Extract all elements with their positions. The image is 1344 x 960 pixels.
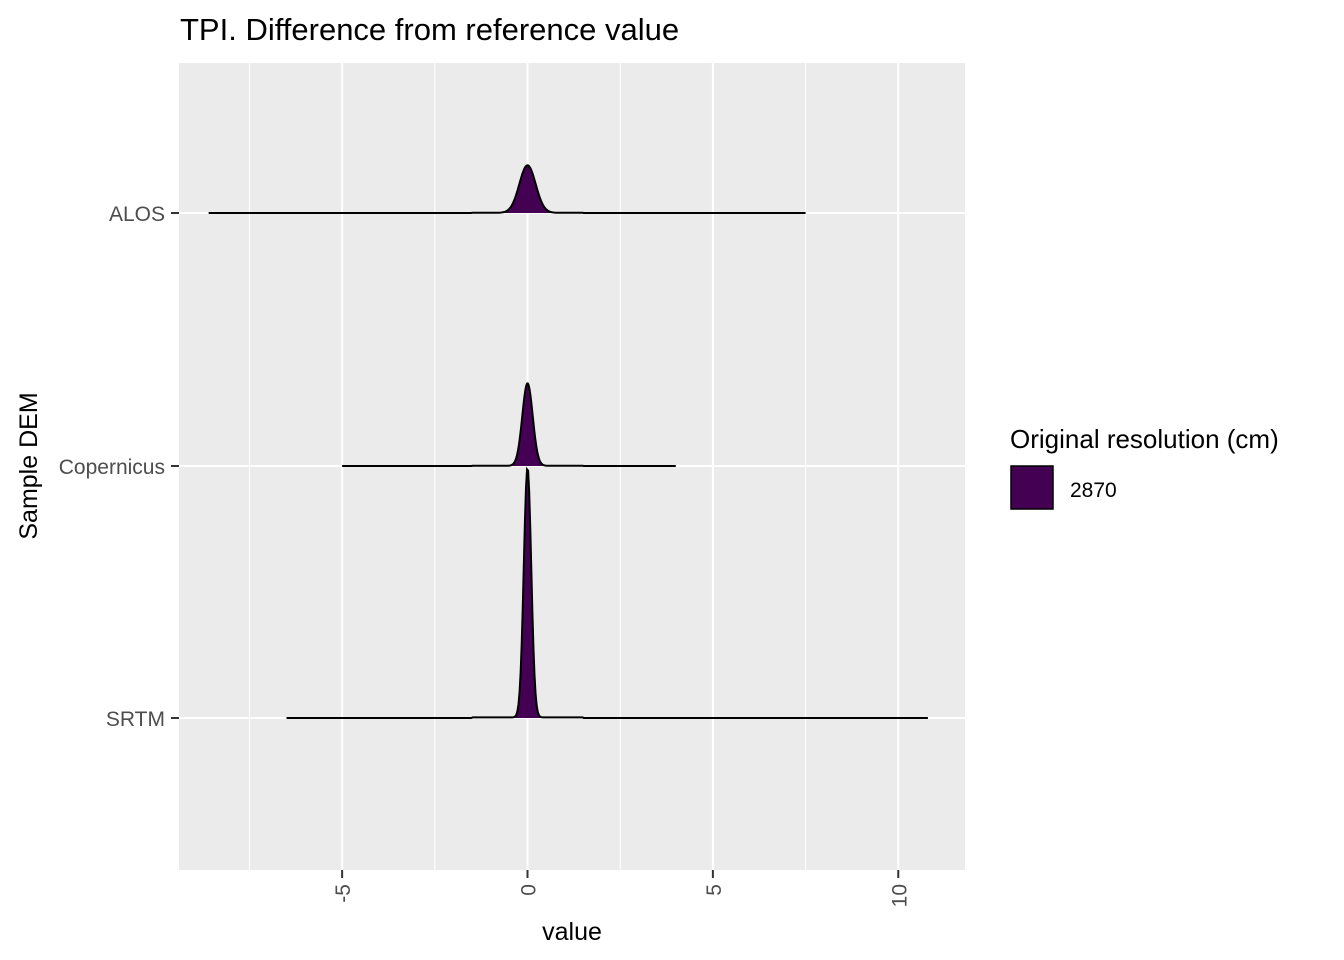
legend: Original resolution (cm) 2870	[1010, 424, 1279, 510]
ridge-line-srtm	[286, 466, 928, 719]
x-tick-label: 10	[888, 884, 911, 907]
x-axis-title: value	[542, 918, 602, 946]
y-axis: ALOS Copernicus SRTM	[59, 203, 179, 731]
ridges	[208, 164, 928, 719]
ridge-line-copernicus	[342, 382, 676, 467]
x-axis: -5 0 5 10	[332, 870, 911, 907]
chart-title: TPI. Difference from reference value	[180, 12, 679, 47]
legend-title: Original resolution (cm)	[1010, 424, 1279, 454]
y-tick-label: ALOS	[109, 203, 165, 226]
y-tick-label: SRTM	[106, 708, 165, 731]
y-axis-title: Sample DEM	[15, 392, 43, 539]
legend-label: 2870	[1070, 479, 1117, 502]
ridge-line-alos	[208, 164, 806, 214]
x-tick-label: -5	[332, 884, 355, 903]
x-tick-label: 5	[703, 884, 726, 896]
legend-key	[1010, 465, 1054, 510]
y-tick-label: Copernicus	[59, 456, 165, 479]
x-tick-label: 0	[518, 884, 541, 896]
